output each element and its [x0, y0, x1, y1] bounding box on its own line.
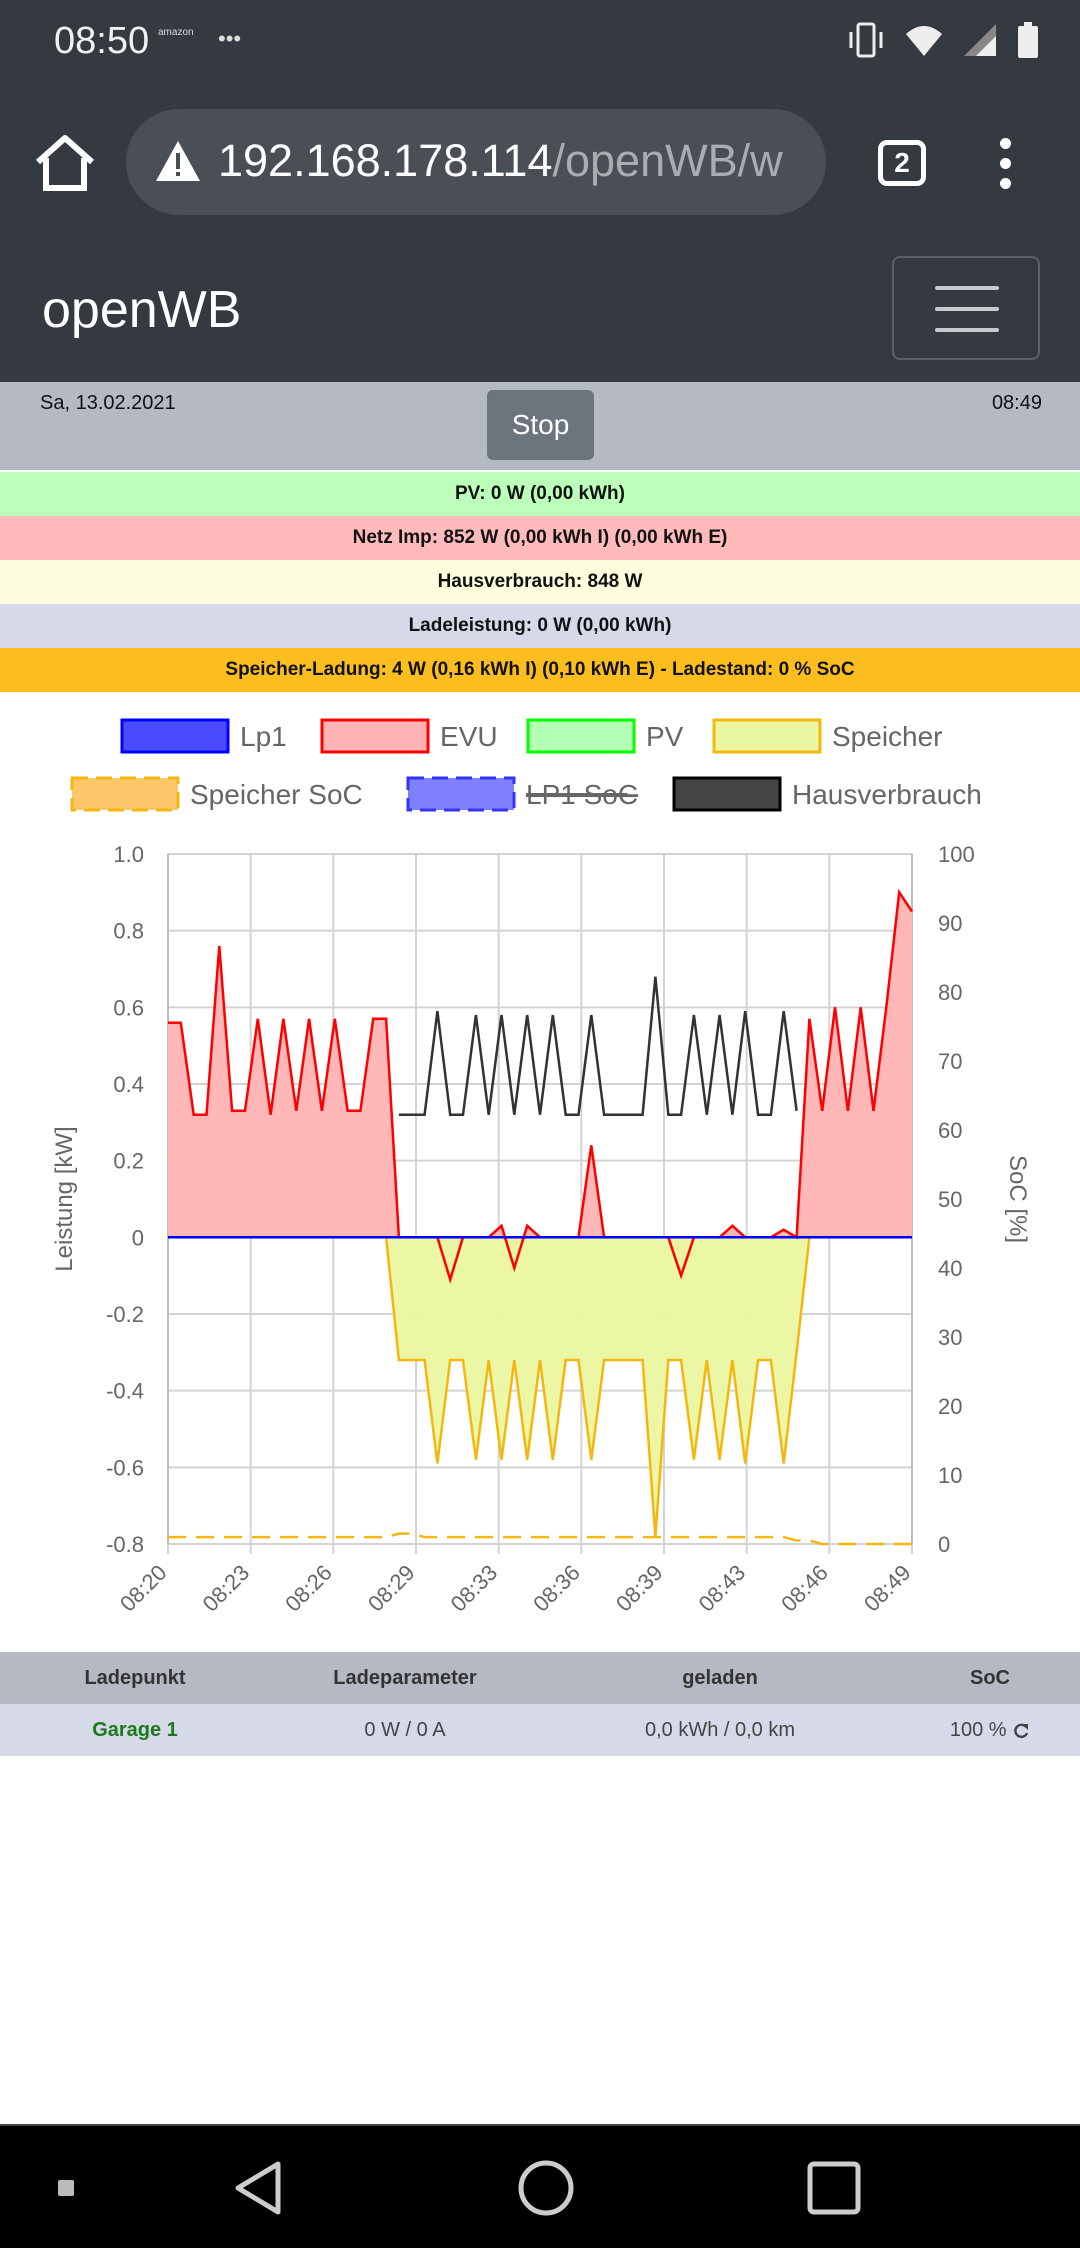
battery-icon [1018, 22, 1038, 58]
url-input[interactable]: 192.168.178.114/openWB/w [126, 109, 826, 215]
y2-axis-title: SoC [%] [1004, 1155, 1031, 1243]
y-axis-title: Leistung [kW] [51, 1126, 78, 1271]
y2-tick-label-4: 60 [938, 1118, 962, 1143]
y2-tick-label-1: 90 [938, 911, 962, 936]
legend-label-4: Speicher SoC [190, 779, 363, 810]
x-tick-label-7: 08:43 [694, 1560, 751, 1617]
table-header: Ladepunkt Ladeparameter geladen SoC [0, 1652, 1080, 1704]
legend-swatch-0 [120, 718, 230, 754]
app-navbar: openWB [0, 238, 1080, 382]
current-time: 08:49 [991, 392, 1042, 414]
android-status-bar: 08:50 amazon ••• [0, 0, 1080, 88]
x-tick-label-5: 08:36 [528, 1560, 585, 1617]
x-tick-label-6: 08:39 [611, 1560, 668, 1617]
y2-tick-label-8: 20 [938, 1394, 962, 1419]
y-tick-label-5: 0 [132, 1225, 144, 1250]
legend-swatch-2 [526, 718, 636, 754]
legend-label-1: EVU [440, 721, 498, 752]
screenshot-dot-icon [58, 2180, 74, 2196]
home-icon[interactable] [30, 128, 100, 198]
x-tick-label-3: 08:29 [363, 1560, 420, 1617]
y-tick-label-2: 0.6 [113, 995, 144, 1020]
pv-info-row: PV: 0 W (0,00 kWh) [0, 472, 1080, 516]
soc-cell: 100 % [900, 1704, 1080, 1756]
y2-tick-label-9: 10 [938, 1463, 962, 1488]
x-tick-label-9: 08:49 [859, 1560, 916, 1617]
current-date: Sa, 13.02.2021 [40, 392, 176, 414]
header-geladen: geladen [682, 1667, 758, 1689]
series-line-speicher-soc [168, 1532, 912, 1546]
header-ladepunkt: Ladepunkt [84, 1667, 186, 1689]
y2-tick-label-7: 30 [938, 1325, 962, 1350]
legend-label-2: PV [646, 721, 684, 752]
x-tick-label-2: 08:26 [280, 1560, 337, 1617]
vibrate-icon [849, 22, 883, 58]
charged-amount: 0,0 kWh / 0,0 km [644, 1719, 796, 1741]
y-tick-label-9: -0.8 [106, 1532, 144, 1557]
y-tick-label-6: -0.2 [106, 1302, 144, 1327]
refresh-icon[interactable] [1012, 1722, 1030, 1740]
y2-tick-label-2: 80 [938, 980, 962, 1005]
legend-label-6: Hausverbrauch [792, 779, 982, 810]
y2-tick-label-6: 40 [938, 1256, 962, 1281]
y-tick-label-4: 0.2 [113, 1149, 144, 1174]
url-path: /openWB/w [552, 135, 783, 186]
power-chart: Lp1 EVU PV Speicher Speicher SoC LP1 SoC Hausv… [0, 692, 1080, 1652]
legend-swatch-3 [712, 718, 822, 754]
charging-power-row: Ladeleistung: 0 W (0,00 kWh) [0, 604, 1080, 648]
y-tick-label-1: 0.8 [113, 919, 144, 944]
back-icon[interactable] [235, 2161, 281, 2215]
header-soc: SoC [970, 1667, 1010, 1689]
amazon-notification-icon: amazon [158, 27, 194, 38]
clock: 08:50 [54, 20, 150, 62]
series-line-hausverbrauch [398, 976, 798, 1116]
y-tick-label-3: 0.4 [113, 1072, 144, 1097]
charge-point-table: Ladepunkt Ladeparameter geladen SoC Gara… [0, 1652, 1080, 1756]
series-area-speicher [168, 1237, 912, 1537]
legend-label-0: Lp1 [240, 721, 287, 752]
soc-value: 100 % [949, 1719, 1013, 1741]
browser-toolbar: 192.168.178.114/openWB/w 2 [0, 88, 1080, 238]
y2-tick-label-5: 50 [938, 1187, 962, 1212]
recents-icon[interactable] [807, 2161, 861, 2215]
house-consumption-row: Hausverbrauch: 848 W [0, 560, 1080, 604]
home-circle-icon[interactable] [518, 2160, 574, 2216]
x-tick-label-1: 08:23 [198, 1560, 255, 1617]
storage-info-row: Speicher-Ladung: 4 W (0,16 kWh I) (0,10 … [0, 648, 1080, 692]
warning-icon[interactable] [154, 139, 202, 183]
android-nav-bar [0, 2124, 1080, 2248]
url-host: 192.168.178.114 [218, 135, 553, 186]
charge-parameters: 0 W / 0 A [364, 1719, 446, 1741]
grid-info-row: Netz Imp: 852 W (0,00 kWh I) (0,00 kWh E… [0, 516, 1080, 560]
legend-swatch-4 [70, 776, 180, 812]
browser-menu-icon[interactable] [990, 138, 1020, 194]
date-bar: Sa, 13.02.2021 Stop 08:49 [0, 382, 1080, 470]
y-tick-label-7: -0.4 [106, 1379, 144, 1404]
brand-logo[interactable]: openWB [42, 281, 242, 339]
table-row: Garage 1 0 W / 0 A 0,0 kWh / 0,0 km 100 … [0, 1704, 1080, 1756]
tab-switcher-button[interactable]: 2 [878, 140, 926, 186]
y-tick-label-0: 1.0 [113, 842, 144, 867]
x-tick-label-4: 08:33 [446, 1560, 503, 1617]
x-tick-label-8: 08:46 [776, 1560, 833, 1617]
navbar-toggle-button[interactable] [892, 256, 1040, 360]
signal-icon [964, 24, 996, 56]
stop-button[interactable]: Stop [487, 390, 594, 460]
wifi-icon [906, 26, 942, 56]
series-area-evu [168, 892, 912, 1280]
legend-swatch-6 [672, 776, 782, 812]
more-notifications-icon: ••• [218, 26, 242, 51]
y-tick-label-8: -0.6 [106, 1455, 144, 1480]
chargepoint-name[interactable]: Garage 1 [92, 1719, 178, 1741]
header-ladeparameter: Ladeparameter [333, 1667, 477, 1689]
y2-tick-label-0: 100 [938, 842, 975, 867]
legend-label-3: Speicher [832, 721, 943, 752]
y2-tick-label-10: 0 [938, 1532, 950, 1557]
legend-swatch-1 [320, 718, 430, 754]
x-tick-label-0: 08:20 [115, 1560, 172, 1617]
y2-tick-label-3: 70 [938, 1049, 962, 1074]
legend-swatch-5 [406, 776, 516, 812]
